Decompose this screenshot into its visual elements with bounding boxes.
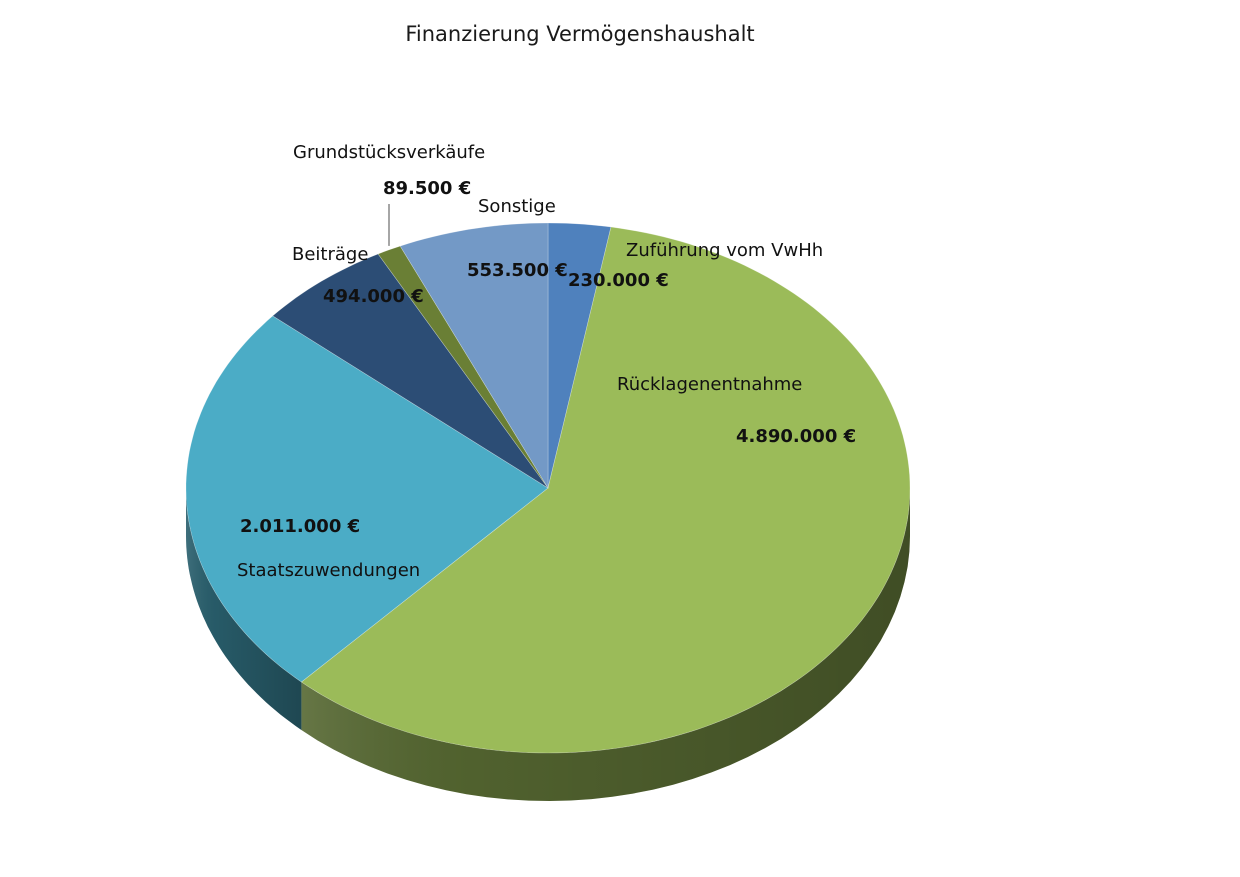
pie-slice-3	[272, 253, 549, 489]
slice-label-0: Zuführung vom VwHh	[626, 240, 823, 261]
slice-value-5: 553.500 €	[467, 260, 568, 281]
pie-slice-1	[300, 226, 911, 754]
pie-slice-2	[185, 315, 549, 683]
slice-label-4: Grundstücksverkäufe	[293, 142, 485, 163]
slice-label-2: Staatszuwendungen	[237, 560, 420, 581]
slice-value-3: 494.000 €	[323, 286, 424, 307]
pie-side-shade-2	[186, 488, 302, 730]
pie-slice-0	[547, 222, 612, 489]
slice-value-2: 2.011.000 €	[240, 516, 360, 537]
pie-slice-5	[399, 222, 549, 490]
pie-side-shade-1	[301, 488, 910, 801]
slice-value-0: 230.000 €	[568, 270, 669, 291]
slice-value-4: 89.500 €	[383, 178, 471, 199]
slice-label-5: Sonstige	[478, 196, 556, 217]
slice-label-3: Beiträge	[292, 244, 368, 265]
chart-title: Finanzierung Vermögenshaushalt	[405, 22, 755, 46]
slice-value-1: 4.890.000 €	[736, 426, 856, 447]
slice-label-1: Rücklagenentnahme	[617, 374, 802, 395]
